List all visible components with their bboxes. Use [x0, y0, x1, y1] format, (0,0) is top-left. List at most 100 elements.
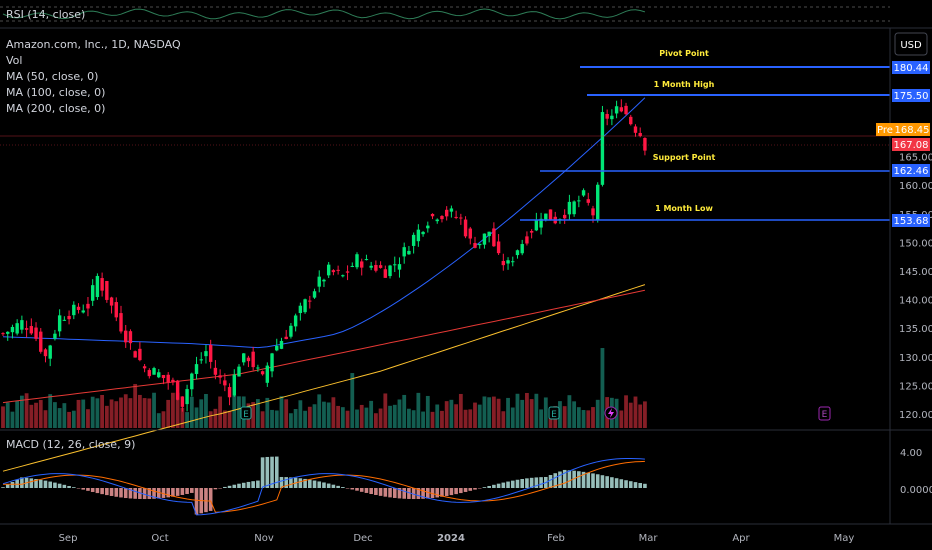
ma200-legend[interactable]: MA (200, close, 0) — [6, 102, 105, 115]
candle — [10, 324, 15, 339]
macd-histogram-bar — [525, 478, 529, 488]
candle — [350, 262, 354, 268]
earnings-marker-3[interactable]: E — [818, 406, 831, 421]
candle — [312, 288, 317, 299]
macd-histogram-bar — [374, 488, 378, 495]
candle — [1, 332, 5, 337]
volume-bar — [199, 399, 204, 428]
candle-body — [86, 303, 90, 309]
macd-histogram-bar — [241, 482, 246, 488]
candle — [581, 188, 586, 197]
earnings-marker-1[interactable]: E — [240, 406, 252, 420]
macd-histogram-bar — [185, 488, 189, 494]
candle — [152, 366, 156, 375]
macd-histogram-bar — [378, 488, 383, 496]
volume-legend[interactable]: Vol — [6, 54, 22, 67]
macd-histogram-bar — [194, 488, 199, 515]
support-point-tag: 162.46 — [892, 164, 930, 177]
candle — [416, 224, 421, 247]
volume-bar — [407, 408, 411, 428]
candle — [251, 346, 255, 371]
earnings-marker-2[interactable]: E — [548, 406, 560, 420]
macd-histogram-bar — [487, 485, 491, 488]
macd-histogram-bar — [180, 488, 185, 495]
dividend-lightning-icon[interactable] — [604, 406, 618, 420]
candle — [67, 310, 71, 325]
candle — [619, 99, 624, 113]
macd-histogram-bar — [350, 488, 355, 490]
volume-bar — [38, 400, 43, 428]
volume-bar — [147, 398, 152, 428]
candlesticks — [1, 99, 647, 412]
volume-bar — [482, 396, 487, 428]
volume-bar — [548, 412, 553, 428]
volume-bar — [581, 410, 586, 428]
candle-body — [482, 233, 487, 245]
candle-body — [629, 116, 633, 125]
time-axis[interactable]: Sep Oct Nov Dec 2024 Feb Mar Apr May — [59, 533, 855, 544]
candle — [227, 383, 232, 406]
macd-histogram-bar — [161, 488, 166, 498]
ma50-legend[interactable]: MA (50, close, 0) — [6, 70, 98, 83]
price-tick-145: 145.00 — [899, 267, 932, 278]
candle-body — [430, 213, 435, 217]
macd-histogram-bar — [492, 484, 496, 488]
candle — [90, 279, 95, 306]
candle-body — [265, 365, 270, 383]
macd-histogram-bar — [529, 477, 534, 488]
candle — [289, 323, 293, 339]
macd-histogram-bar — [227, 485, 232, 488]
macd-histogram-bar — [1, 487, 5, 488]
macd-histogram-bar — [322, 482, 326, 488]
volume-bar — [510, 407, 515, 428]
candle-body — [643, 137, 647, 151]
candle — [369, 261, 373, 271]
candle — [142, 364, 147, 373]
ma100-legend[interactable]: MA (100, close, 0) — [6, 86, 105, 99]
candle-body — [383, 269, 388, 278]
volume-bar — [119, 397, 123, 428]
volume-bar — [289, 413, 293, 428]
macd-histogram-bar — [175, 488, 180, 496]
macd-label[interactable]: MACD (12, 26, close, 9) — [6, 438, 135, 451]
macd-histogram-bar — [577, 471, 581, 488]
volume-bar — [303, 410, 307, 428]
candle — [388, 264, 392, 279]
macd-histogram-bar — [204, 488, 208, 513]
volume-bar — [67, 411, 71, 428]
macd-histogram-bar — [119, 488, 123, 498]
macd-histogram-bar — [251, 481, 255, 488]
candle — [629, 114, 633, 126]
one-month-high-annotation: 1 Month High — [654, 80, 715, 89]
candle — [76, 303, 81, 314]
macd-histogram-bar — [459, 488, 463, 494]
candle — [190, 372, 194, 397]
candle — [128, 329, 133, 350]
candle-body — [308, 300, 312, 302]
candle — [444, 206, 449, 221]
time-tick-feb: Feb — [547, 533, 565, 544]
candle — [180, 396, 185, 412]
candle-body — [435, 219, 439, 222]
macd-histogram-bar — [463, 488, 468, 492]
macd-histogram-bar — [62, 484, 67, 488]
volume-bar — [133, 383, 138, 428]
macd-histogram-bar — [567, 470, 572, 488]
candle-body — [492, 228, 496, 247]
candle — [213, 360, 218, 380]
ma200-line — [2, 284, 646, 472]
macd-histogram-bar — [421, 488, 425, 499]
candle-body — [246, 357, 251, 362]
candle-body — [232, 374, 236, 396]
macd-histogram-bar — [383, 488, 388, 497]
candle — [525, 231, 529, 246]
candle — [473, 236, 477, 249]
currency-selector[interactable]: USD — [894, 32, 928, 56]
macd-histogram-bar — [600, 475, 605, 488]
candle — [246, 355, 251, 368]
symbol-title[interactable]: Amazon.com, Inc., 1D, NASDAQ — [6, 38, 181, 51]
macd-histogram-bar — [392, 488, 397, 498]
macd-histogram-bar — [610, 477, 614, 488]
